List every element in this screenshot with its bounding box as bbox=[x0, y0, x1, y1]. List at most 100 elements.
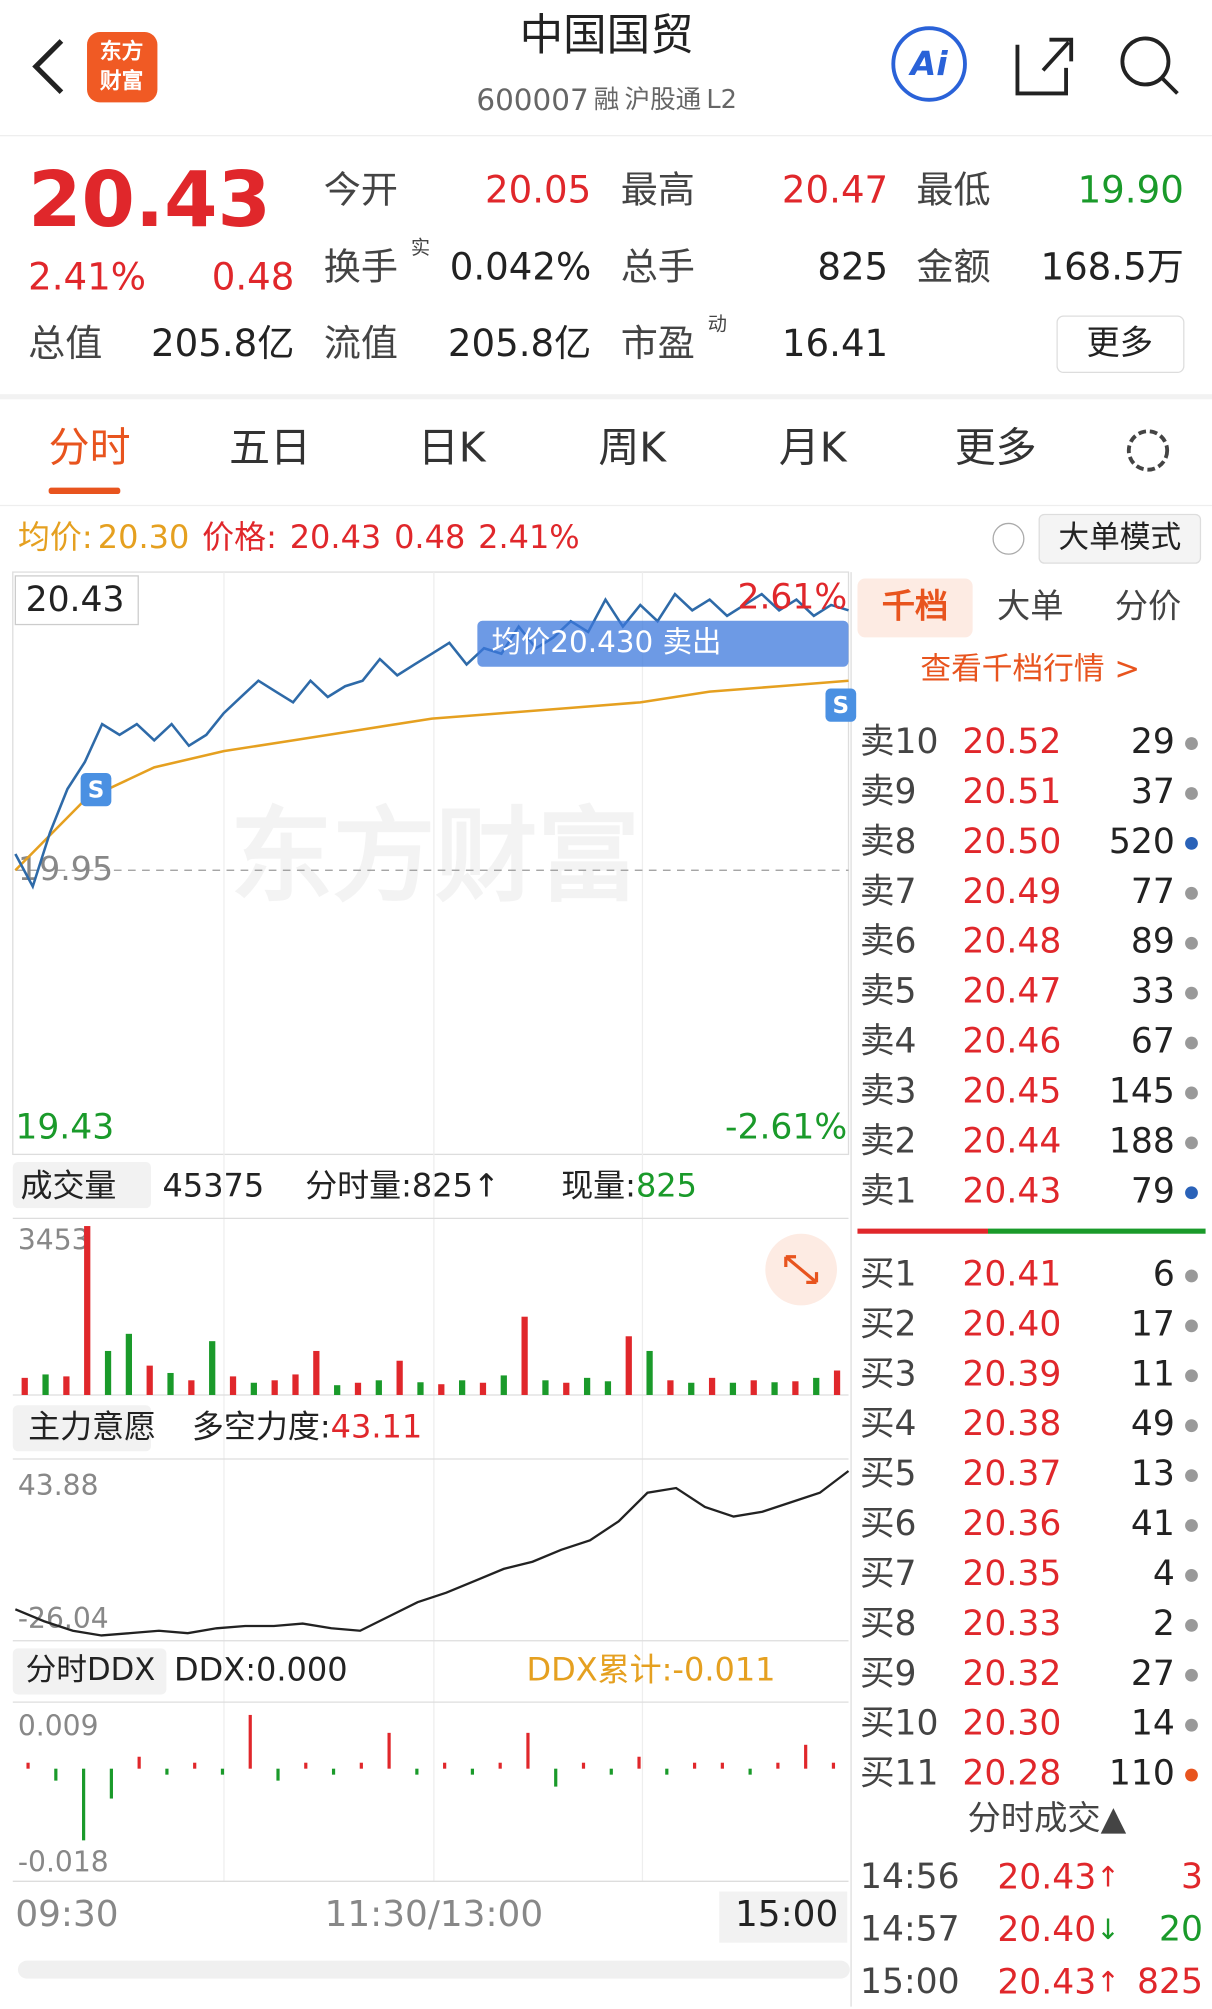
help-icon[interactable] bbox=[992, 522, 1025, 555]
ddx-bar bbox=[665, 1768, 669, 1775]
ddx-bar bbox=[387, 1732, 391, 1769]
book-dot bbox=[1185, 836, 1198, 850]
book-label: 买1 bbox=[860, 1254, 917, 1294]
book-dot bbox=[1185, 1369, 1198, 1383]
ddx-bar bbox=[776, 1762, 780, 1769]
book-label: 卖6 bbox=[860, 922, 917, 962]
book-price: 20.39 bbox=[962, 1354, 1061, 1394]
volume-bar bbox=[63, 1376, 70, 1395]
info-avg-label: 均价: bbox=[18, 518, 93, 556]
subtitle: 600007 融沪股通 L2 bbox=[476, 83, 737, 117]
book-volume: 145 bbox=[1109, 1071, 1175, 1111]
info-avg: 20.30 bbox=[98, 518, 190, 556]
price-line bbox=[14, 592, 849, 890]
ddx-bar bbox=[581, 1762, 586, 1769]
book-volume: 67 bbox=[1131, 1022, 1175, 1062]
trade-direction: ↓ bbox=[1096, 1913, 1120, 1946]
ddx-bar bbox=[109, 1768, 113, 1799]
trade-marker-label: S bbox=[833, 693, 850, 719]
volume-bar bbox=[750, 1380, 757, 1395]
back-button[interactable] bbox=[32, 39, 64, 94]
force-value: 43.11 bbox=[331, 1407, 423, 1445]
ai-button[interactable] bbox=[891, 26, 967, 102]
more-button-label: 更多 bbox=[1087, 323, 1154, 362]
ddx-bar bbox=[443, 1762, 447, 1769]
search-button[interactable] bbox=[1120, 36, 1171, 87]
scrollbar[interactable] bbox=[17, 1960, 850, 1979]
volume-bar bbox=[708, 1377, 716, 1395]
y-tick-label: 43.88 bbox=[18, 1469, 99, 1502]
book-label: 买6 bbox=[860, 1504, 917, 1544]
selector[interactable] bbox=[12, 1405, 152, 1452]
book-price: 20.46 bbox=[962, 1022, 1061, 1062]
book-dot bbox=[1185, 1618, 1198, 1632]
volume-header: 成交量 45375 分时量:825↑ 现量:825 bbox=[20, 1167, 697, 1205]
book-price: 20.49 bbox=[962, 872, 1061, 912]
ddx-bar bbox=[804, 1744, 808, 1769]
settings-button[interactable] bbox=[1126, 429, 1170, 472]
trade-time: 14:56 bbox=[860, 1857, 960, 1897]
volume-bar bbox=[42, 1374, 49, 1395]
time-label: 15:00 bbox=[735, 1894, 838, 1935]
book-price: 20.35 bbox=[962, 1554, 1061, 1594]
volume-bar bbox=[104, 1350, 112, 1395]
volume-bar bbox=[542, 1380, 549, 1395]
search-handle bbox=[1160, 76, 1179, 95]
book-label: 买9 bbox=[860, 1654, 917, 1694]
book-label: 买4 bbox=[860, 1404, 917, 1444]
ddx-bar bbox=[331, 1768, 336, 1775]
info-pct: 2.41% bbox=[478, 518, 580, 556]
book-dot bbox=[1185, 737, 1198, 750]
trades-title: 分时成交▲ bbox=[968, 1798, 1127, 1837]
volume-bar bbox=[125, 1333, 132, 1395]
mode-button[interactable] bbox=[1038, 513, 1202, 564]
book-price: 20.36 bbox=[962, 1504, 1061, 1544]
book-label: 卖7 bbox=[860, 872, 917, 912]
volume-bar bbox=[334, 1385, 341, 1395]
volume-bar bbox=[667, 1380, 674, 1395]
more-button[interactable] bbox=[1056, 315, 1185, 374]
book-price: 20.32 bbox=[962, 1654, 1061, 1694]
trade-volume: 825 bbox=[1137, 1962, 1203, 2002]
change-pct: 2.41% bbox=[28, 255, 146, 298]
ddx-cum: DDX累计:-0.011 bbox=[527, 1650, 776, 1688]
tab: 分时 bbox=[49, 423, 131, 471]
book-split-red bbox=[857, 1228, 989, 1234]
info-price: 20.43 bbox=[290, 518, 382, 556]
volume-bar bbox=[84, 1226, 91, 1395]
time-end-bg bbox=[719, 1891, 848, 1943]
current-price-box bbox=[14, 575, 139, 626]
field-value: 825 bbox=[817, 245, 888, 288]
volume-bar bbox=[833, 1370, 841, 1395]
share-button[interactable] bbox=[1015, 37, 1074, 96]
book-label: 买8 bbox=[860, 1604, 917, 1644]
trade-price-value: 20.43 bbox=[997, 1857, 1096, 1897]
ddx-bar bbox=[498, 1762, 502, 1769]
ddx-bar bbox=[82, 1768, 86, 1841]
selector[interactable] bbox=[12, 1162, 152, 1209]
book-label: 卖1 bbox=[860, 1171, 917, 1211]
volume-bar bbox=[417, 1382, 424, 1395]
book-price: 20.28 bbox=[962, 1754, 1061, 1794]
volume-bar bbox=[229, 1376, 237, 1395]
field-value: 20.47 bbox=[782, 168, 888, 211]
trade-direction: ↑ bbox=[1096, 1861, 1120, 1894]
book-label: 卖5 bbox=[860, 972, 917, 1012]
volume-bar bbox=[500, 1375, 507, 1395]
trade-direction: ↑ bbox=[1096, 1966, 1120, 1999]
ddx-bar bbox=[748, 1768, 752, 1775]
selector[interactable] bbox=[12, 1648, 167, 1695]
expand-icon bbox=[784, 1255, 819, 1284]
volume-bar bbox=[521, 1316, 528, 1395]
book-volume: 520 bbox=[1109, 822, 1175, 862]
book-volume: 17 bbox=[1131, 1304, 1175, 1344]
info-change: 0.48 bbox=[394, 518, 465, 556]
ddx-bar bbox=[359, 1762, 363, 1769]
book-tab: 千档 bbox=[882, 586, 949, 625]
volume-bar bbox=[583, 1377, 591, 1395]
book-price: 20.41 bbox=[962, 1254, 1061, 1294]
book-volume: 89 bbox=[1131, 922, 1175, 962]
trade-time: 15:00 bbox=[860, 1962, 960, 2002]
volume-bar bbox=[813, 1377, 820, 1395]
